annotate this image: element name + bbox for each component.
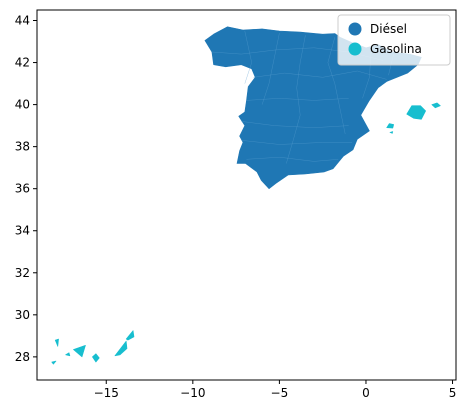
x-tick-label: −5 [271, 386, 289, 400]
y-tick-label: 44 [15, 14, 30, 28]
y-tick-label: 30 [15, 308, 30, 322]
legend-label-gasolina: Gasolina [370, 42, 422, 56]
x-tick-label: 0 [362, 386, 370, 400]
legend-box [337, 14, 451, 66]
region-gran-canaria [92, 353, 100, 363]
y-tick-label: 38 [15, 140, 30, 154]
region-mallorca [406, 105, 426, 120]
region-ibiza [386, 123, 394, 129]
x-tick-label: −10 [180, 386, 205, 400]
y-tick-label: 36 [15, 182, 30, 196]
region-la-gomera [65, 352, 71, 357]
y-tick-label: 40 [15, 98, 30, 112]
y-tick-label: 42 [15, 56, 30, 70]
y-axis: 28 30 32 34 36 38 40 42 44 [15, 14, 37, 364]
legend-label-diesel: Diésel [370, 22, 407, 36]
regions-layer [51, 26, 441, 365]
legend-marker-gasolina [348, 42, 362, 56]
y-tick-label: 34 [15, 224, 30, 238]
region-lanzarote [125, 330, 135, 341]
region-el-hierro [51, 360, 57, 365]
y-tick-label: 28 [15, 350, 30, 364]
x-tick-label: −15 [94, 386, 119, 400]
region-peninsula [204, 26, 422, 189]
region-la-palma [54, 338, 59, 347]
region-fuerteventura [114, 340, 128, 357]
x-tick-label: 5 [449, 386, 457, 400]
region-tenerife [73, 345, 86, 358]
region-formentera [389, 131, 394, 134]
internal-province-borders [211, 30, 394, 164]
y-tick-label: 32 [15, 266, 30, 280]
legend-marker-diesel [348, 22, 362, 36]
region-menorca [431, 102, 441, 109]
legend: Diésel Gasolina [337, 14, 451, 66]
axes-frame [36, 9, 457, 381]
x-axis: −15 −10 −5 0 5 [94, 380, 457, 400]
